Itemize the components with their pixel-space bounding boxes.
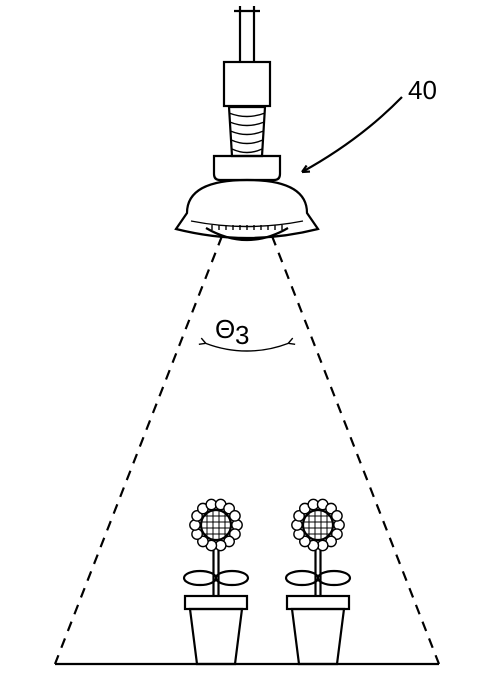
svg-text:Θ: Θ	[215, 314, 235, 344]
svg-text:40: 40	[408, 75, 437, 105]
svg-text:3: 3	[235, 320, 249, 350]
